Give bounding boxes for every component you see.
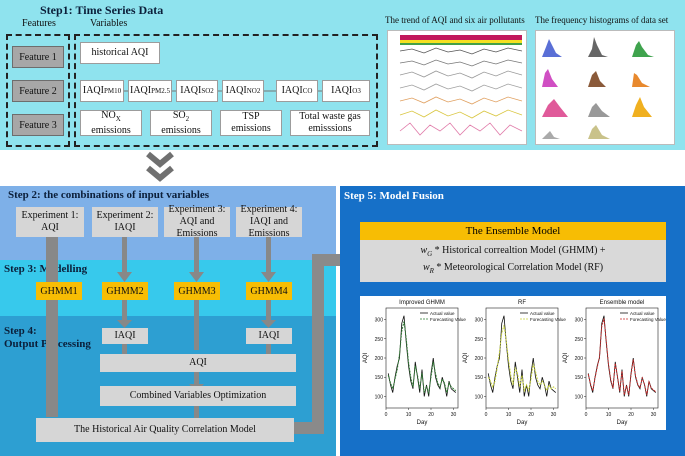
x-tick-label: 10: [506, 412, 512, 418]
actual-value-line: [587, 315, 657, 397]
down-chevrons-icon: [146, 151, 174, 182]
variables-group: [74, 34, 378, 147]
experiment-2: Experiment 2: IAQI: [92, 207, 158, 237]
iaqi-pm25: IAQI PM2.5: [128, 80, 172, 102]
aqi-output: AQI: [100, 354, 296, 372]
experiment-1: Experiment 1: AQI: [16, 207, 84, 237]
y-tick-label: 300: [575, 318, 584, 324]
ghmm4: GHMM4: [246, 282, 292, 300]
x-axis-label: Day: [517, 420, 528, 426]
y-tick-label: 250: [475, 337, 484, 343]
step3-title: Step 3: Modelling: [4, 263, 88, 275]
feature-1: Feature 1: [12, 46, 64, 68]
histograms-image: [542, 37, 654, 139]
legend-label: Actual value: [430, 311, 455, 316]
trend-lines-image: [399, 35, 523, 136]
formula-line-1: wG * Historical correaltion Model (GHMM)…: [420, 245, 606, 258]
nox-emissions: NOX emissions: [80, 110, 142, 136]
y-tick-label: 300: [475, 318, 484, 324]
forecasting-value-line: [587, 318, 657, 396]
forecasting-value-line: [487, 325, 557, 393]
chart-title: Improved GHMM: [399, 300, 445, 306]
formula-line-2: wR * Meteorological Correlation Model (R…: [422, 262, 604, 275]
experiment-3: Experiment 3: AQI and Emissions: [164, 204, 230, 239]
iaqi-so2: IAQI SO2: [176, 80, 218, 102]
features-header: Features: [22, 18, 56, 29]
x-tick-label: 30: [451, 412, 457, 418]
histogram-title: The frequency histograms of data set: [535, 15, 669, 25]
forecasting-value-line: [387, 321, 457, 395]
x-tick-label: 10: [606, 412, 612, 418]
features-group: [6, 34, 70, 147]
variables-header: Variables: [90, 18, 128, 29]
actual-value-line: [387, 315, 457, 397]
iaqi-pm10: IAQI PM10: [80, 80, 124, 102]
y-tick-label: 100: [575, 394, 584, 400]
x-tick-label: 20: [528, 412, 534, 418]
iaqi-o3: IAQI O3: [322, 80, 370, 102]
y-tick-label: 100: [375, 394, 384, 400]
step1-title: Step1: Time Series Data: [40, 3, 164, 17]
histograms-thumbnail: [535, 30, 675, 145]
step2-title: Step 2: the combinations of input variab…: [8, 189, 210, 201]
pollutant-trend-thumbnail: [387, 30, 527, 145]
x-tick-label: 30: [651, 412, 657, 418]
y-tick-label: 300: [375, 318, 384, 324]
y-tick-label: 150: [575, 375, 584, 381]
ensemble-formula: wG * Historical correaltion Model (GHMM)…: [360, 240, 666, 282]
actual-value-line: [487, 315, 557, 397]
legend-label: Forecasting Value: [530, 317, 566, 322]
total-waste-gas-emissions: Total waste gas emisssions: [290, 110, 370, 136]
chart-title: RF: [518, 300, 526, 306]
step5-title: Step 5: Model Fusion: [344, 190, 444, 202]
step4-title-line1: Step 4:: [4, 325, 37, 337]
y-tick-label: 250: [375, 337, 384, 343]
legend-label: Forecasting Value: [630, 317, 666, 322]
trend-title: The trend of AQI and six air pollutants: [385, 15, 525, 25]
y-tick-label: 150: [475, 375, 484, 381]
x-axis-label: Day: [417, 420, 428, 426]
y-axis-label: AQI: [563, 353, 569, 364]
iaqi-output-right: IAQI: [246, 328, 292, 344]
chart-title: Ensemble model: [600, 300, 645, 306]
legend-label: Actual value: [530, 311, 555, 316]
y-tick-label: 150: [375, 375, 384, 381]
experiment-4: Experiment 4: IAQI and Emissions: [236, 204, 302, 239]
historical-aqi: historical AQI: [80, 42, 160, 64]
x-tick-label: 0: [485, 412, 488, 418]
x-tick-label: 30: [551, 412, 557, 418]
historical-correlation-model: The Historical Air Quality Correlation M…: [36, 418, 294, 442]
y-tick-label: 200: [375, 356, 384, 362]
charts-panel: Improved GHMM 100 150 200 250 300 0 10 20 30 Day AQ…: [360, 296, 666, 430]
y-tick-label: 250: [575, 337, 584, 343]
x-tick-label: 0: [385, 412, 388, 418]
y-tick-label: 200: [575, 356, 584, 362]
tsp-emissions: TSP emissions: [220, 110, 282, 136]
feature-3: Feature 3: [12, 114, 64, 136]
ensemble-model-title: The Ensemble Model: [360, 222, 666, 240]
ghmm3: GHMM3: [174, 282, 220, 300]
ghmm1: GHMM1: [36, 282, 82, 300]
combined-variables-optimization: Combined Variables Optimization: [100, 386, 296, 406]
step1-arrows: [124, 90, 322, 92]
x-tick-label: 0: [585, 412, 588, 418]
iaqi-co: IAQI CO: [276, 80, 318, 102]
ghmm2: GHMM2: [102, 282, 148, 300]
legend-label: Actual value: [630, 311, 655, 316]
y-axis-label: AQI: [463, 353, 469, 364]
feature-2: Feature 2: [12, 80, 64, 102]
x-tick-label: 20: [428, 412, 434, 418]
y-axis-label: AQI: [363, 353, 369, 364]
iaqi-output-left: IAQI: [102, 328, 148, 344]
x-tick-label: 10: [406, 412, 412, 418]
so2-emissions: SO2 emissions: [150, 110, 212, 136]
x-axis-label: Day: [617, 420, 628, 426]
iaqi-no2: IAQI NO2: [222, 80, 264, 102]
y-tick-label: 100: [475, 394, 484, 400]
legend-label: Forecasting Value: [430, 317, 466, 322]
y-tick-label: 200: [475, 356, 484, 362]
x-tick-label: 20: [628, 412, 634, 418]
